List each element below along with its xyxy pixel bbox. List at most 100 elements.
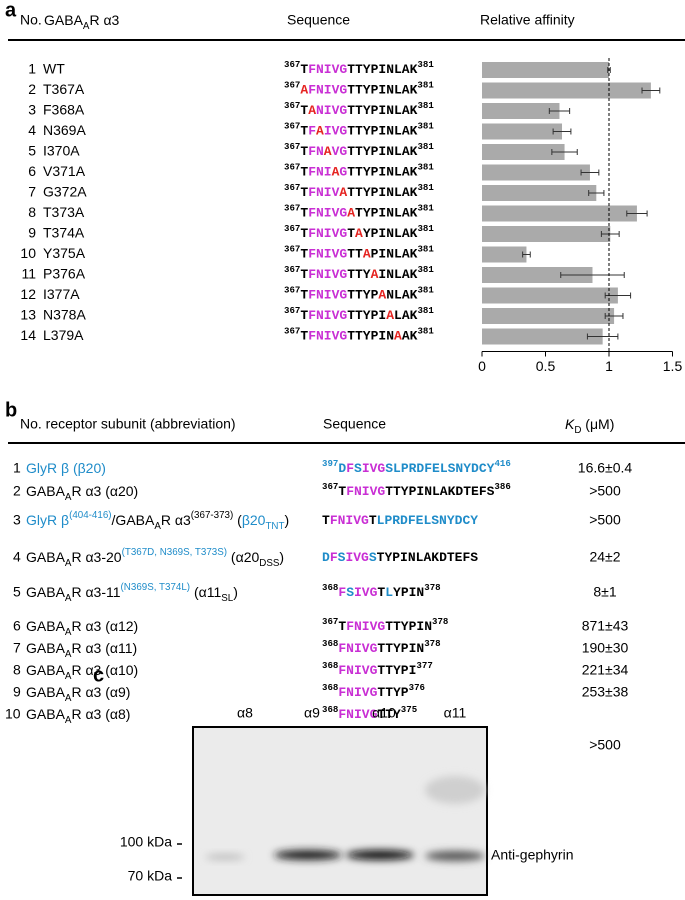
residue-number: 378 — [424, 582, 440, 593]
residues: A — [371, 267, 379, 282]
residues: TTYPINLAK — [347, 144, 417, 159]
residues: T — [300, 308, 308, 323]
residues: A — [394, 329, 402, 344]
text-part: SL — [221, 593, 234, 604]
residues: A — [355, 226, 363, 241]
sequence: 367TFNIVGTTAPINLAK381 — [284, 243, 434, 262]
band — [425, 851, 485, 861]
row-number: 8 — [28, 204, 36, 220]
header: No. receptor subunit (abbreviation) — [20, 416, 236, 432]
residues: F — [308, 124, 316, 139]
sequence: 397DFSIVGSLPRDFELSNYDCY416 — [322, 458, 511, 477]
text-part: (404-416) — [69, 510, 111, 521]
error-bar — [604, 313, 624, 319]
bar — [482, 82, 651, 99]
sequence: 367TFNIVGTTYPANLAK381 — [284, 284, 434, 303]
residues: IVG — [345, 550, 369, 565]
residue-number: 378 — [432, 616, 448, 627]
residues: T — [300, 226, 308, 241]
residues: TTYPIN — [385, 619, 432, 634]
residue-number: 367 — [284, 120, 300, 131]
mutant-name: I370A — [43, 143, 80, 159]
bar — [482, 287, 618, 304]
sequence: DFSIVGSTYPINLAKDTEFS — [322, 550, 478, 565]
residues: VG — [332, 144, 348, 159]
blot — [192, 726, 488, 896]
mutant-name: T374A — [43, 225, 85, 241]
residues: A — [339, 185, 347, 200]
residues: TTYPINLAK — [347, 165, 417, 180]
row-number: 2 — [13, 483, 21, 499]
text-part: DSS — [259, 558, 280, 569]
residues: FNI — [308, 165, 331, 180]
mutant-name: N378A — [43, 307, 86, 323]
x-tick-label: 0 — [478, 358, 486, 374]
bar — [482, 62, 609, 78]
residue-number: 367 — [284, 100, 300, 111]
sequence: 367AFNIVGTTYPINLAK381 — [284, 79, 434, 98]
residues: L — [385, 585, 393, 600]
text-part: R α3 (α20) — [71, 483, 138, 499]
sequence: 367TFNAVGTTYPINLAK381 — [284, 141, 434, 160]
subunit-name: GABAAR α3 (α8) — [26, 706, 130, 726]
text-part: ) — [233, 584, 238, 600]
residues: NLAK — [386, 288, 417, 303]
text-part: A — [65, 593, 72, 604]
text-part: R α3 (α10) — [71, 662, 138, 678]
sequence: 367TFNIVGTAYPINLAK381 — [284, 223, 434, 242]
residues: IVG — [362, 461, 386, 476]
residue-number: 381 — [417, 161, 434, 172]
text-part: GABA — [26, 640, 66, 656]
residue-number: 386 — [494, 481, 510, 492]
residue-number: 368 — [322, 638, 338, 649]
row-number: 4 — [13, 549, 21, 565]
sequence: 367TFNIVGTTYPIALAK381 — [284, 305, 434, 324]
row-number: 6 — [28, 163, 36, 179]
residue-number: 368 — [322, 682, 338, 693]
residues: FNIVG — [308, 226, 347, 241]
residues: D — [338, 461, 346, 476]
marker-label: 70 kDa — [128, 868, 173, 884]
text-part: R α3 (α9) — [71, 684, 130, 700]
panel-label: a — [5, 0, 17, 21]
sequence: 368FNIVGTTYP376 — [322, 682, 425, 701]
residue-number: 381 — [417, 264, 434, 275]
text-part: GABA — [26, 662, 66, 678]
residues: A — [324, 144, 332, 159]
kd-value: 24±2 — [589, 549, 620, 565]
sequence: 368FNIVGTTY375 — [322, 704, 417, 723]
residue-number: 381 — [417, 59, 434, 70]
header: Relative affinity — [480, 12, 575, 28]
text-part: GABA — [26, 706, 66, 722]
residue-number: 367 — [322, 481, 338, 492]
text-part: ( — [233, 512, 242, 528]
text-part: GABA — [26, 618, 66, 634]
residues: S — [338, 550, 346, 565]
text-part: /GABA — [112, 512, 155, 528]
text-part: A — [65, 558, 72, 569]
residues: T — [347, 226, 355, 241]
residues: PINLAK — [371, 247, 418, 262]
subunit-name: GABAAR α3-11(N369S, T374L) (α11SL) — [26, 582, 238, 604]
residue-number: 376 — [409, 682, 425, 693]
subunit-name: GABAAR α3 (α20) — [26, 483, 138, 503]
sequence: 367TFNIVGTTYPINLAKDTEFS386 — [322, 481, 511, 500]
sequence: 367TFNIVATTYPINLAK381 — [284, 182, 434, 201]
residues: T — [300, 103, 308, 118]
residues: FNIVG — [308, 267, 347, 282]
residues: T — [338, 619, 346, 634]
text-part: R α3-20 — [71, 549, 121, 565]
sequence: 368FNIVGTTYPIN378 — [322, 638, 441, 657]
kd-value: 8±1 — [593, 584, 616, 600]
residues: T — [300, 288, 308, 303]
text-part: GABA — [26, 684, 66, 700]
residue-number: 381 — [417, 223, 434, 234]
residue-number: 367 — [284, 59, 300, 70]
residues: A — [378, 288, 386, 303]
text-part: (α11 — [190, 584, 221, 600]
panel-label: c — [93, 664, 104, 686]
row-number: 6 — [13, 618, 21, 634]
mutant-name: N369A — [43, 122, 86, 138]
lane-label: α9 — [304, 705, 320, 721]
residues: F — [346, 461, 354, 476]
